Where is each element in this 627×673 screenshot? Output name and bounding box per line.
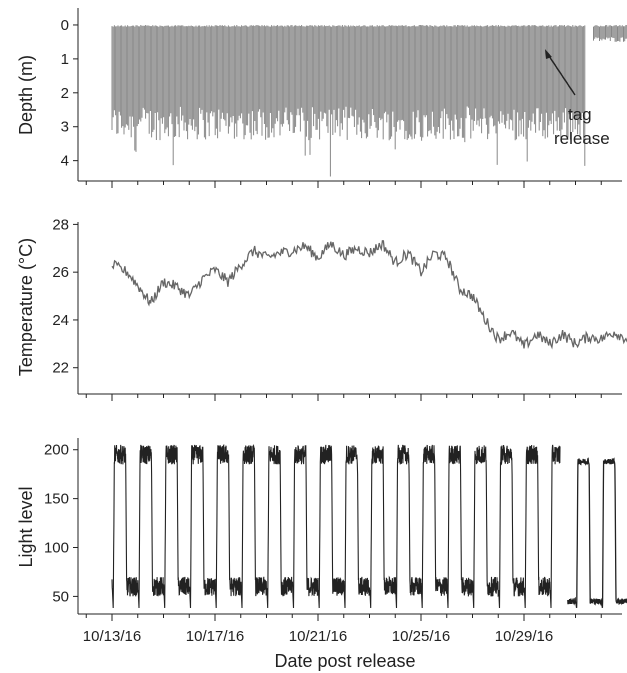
tag-release-label-line2: release — [554, 129, 610, 148]
temperature-panel: 22 24 26 28 Temperature (°C) — [16, 216, 627, 401]
xtick-label: 10/13/16 — [83, 628, 141, 645]
y-tick-label: 100 — [44, 540, 69, 557]
y-tick-label: 26 — [52, 264, 69, 281]
tag-release-arrowhead — [545, 49, 552, 59]
y-tick-label: 200 — [44, 442, 69, 459]
temperature-axes: 22 24 26 28 — [52, 216, 622, 401]
light-axes: 50 100 150 200 — [44, 438, 622, 621]
y-tick-label: 50 — [52, 588, 69, 605]
y-tick-label: 1 — [61, 51, 69, 68]
temperature-data — [111, 240, 627, 350]
depth-data — [111, 25, 627, 177]
tag-release-annotation: tag release — [545, 49, 610, 148]
y-tick-label: 3 — [61, 119, 69, 136]
xtick-label: 10/25/16 — [392, 628, 450, 645]
xtick-label: 10/29/16 — [495, 628, 553, 645]
y-tick-label: 150 — [44, 491, 69, 508]
depth-panel: 0 1 2 3 4 Depth (m) tag release — [16, 8, 627, 188]
light-series-1 — [111, 443, 561, 609]
y-tick-label: 22 — [52, 360, 69, 377]
depth-ylabel: Depth (m) — [16, 55, 36, 135]
depth-series-2 — [593, 25, 627, 42]
y-tick-label: 28 — [52, 216, 69, 233]
tag-release-label-line1: tag — [568, 105, 592, 124]
xtick-label: 10/21/16 — [289, 628, 347, 645]
depth-series-1 — [111, 25, 586, 177]
tag-release-arrow — [546, 52, 576, 96]
y-tick-label: 4 — [61, 153, 69, 170]
light-ylabel: Light level — [16, 486, 36, 567]
y-tick-label: 24 — [52, 312, 69, 329]
light-panel: 50 100 150 200 Light level 10/13/16 10/17/1… — [16, 438, 627, 671]
temperature-series-1 — [111, 240, 627, 350]
light-data — [111, 443, 627, 609]
y-tick-label: 0 — [61, 17, 69, 34]
x-axis-label: Date post release — [274, 651, 415, 671]
temperature-ylabel: Temperature (°C) — [16, 238, 36, 376]
xtick-label: 10/17/16 — [186, 628, 244, 645]
date-tick-labels: 10/13/16 10/17/16 10/21/16 10/25/16 10/2… — [83, 628, 553, 645]
depth-axes: 0 1 2 3 4 — [61, 8, 622, 188]
light-series-2 — [567, 457, 627, 608]
y-tick-label: 2 — [61, 85, 69, 102]
